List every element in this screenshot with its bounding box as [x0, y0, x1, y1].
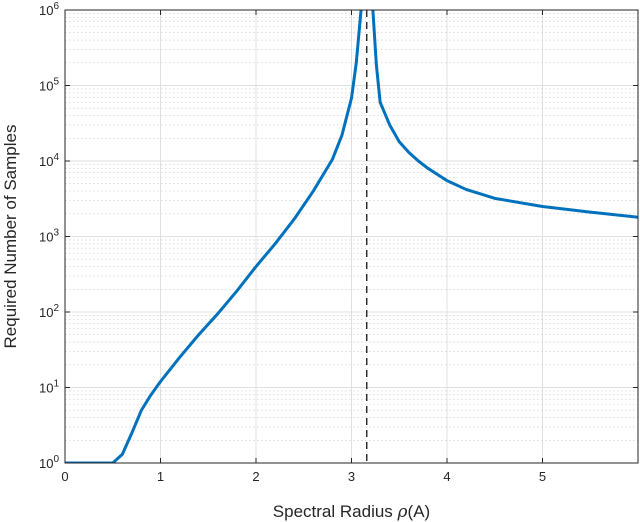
y-tick-label: 100 [39, 454, 59, 471]
x-axis-label: Spectral Radius ρ(A) [273, 502, 430, 522]
x-axis-label-symbol: ρ [397, 502, 408, 522]
x-axis-ticks: 0 1 2 3 4 5 [61, 10, 546, 484]
y-tick-label: 102 [39, 303, 59, 320]
y-tick-label: 105 [39, 77, 59, 94]
y-tick-label-base: 10 [39, 79, 53, 94]
x-tick-label: 4 [443, 469, 450, 484]
y-tick-label-base: 10 [39, 456, 53, 471]
y-tick-label-exponent: 2 [53, 303, 59, 314]
y-tick-label-base: 10 [39, 381, 53, 396]
y-tick-label-base: 10 [39, 305, 53, 320]
x-tick-label: 2 [252, 469, 259, 484]
y-tick-label: 106 [39, 1, 59, 18]
y-tick-label-exponent: 6 [53, 1, 59, 12]
y-tick-label-base: 10 [39, 230, 53, 245]
y-tick-label-exponent: 5 [53, 77, 59, 88]
y-tick-label-exponent: 4 [53, 152, 59, 163]
y-tick-label: 104 [39, 152, 59, 169]
y-tick-label-exponent: 3 [53, 228, 59, 239]
x-tick-label: 0 [61, 469, 68, 484]
y-tick-label-exponent: 1 [53, 379, 59, 390]
y-tick-label-exponent: 0 [53, 454, 59, 465]
y-tick-label: 103 [39, 228, 59, 245]
y-tick-label-base: 10 [39, 3, 53, 18]
x-tick-label: 5 [539, 469, 546, 484]
series-layer [65, 10, 638, 463]
series-line-0 [65, 10, 638, 463]
y-axis-label: Required Number of Samples [1, 125, 20, 349]
x-tick-label: 1 [157, 469, 164, 484]
x-tick-label: 3 [348, 469, 355, 484]
x-axis-label-prefix: Spectral Radius [273, 502, 398, 521]
y-tick-label: 101 [39, 379, 59, 396]
x-axis-label-suffix: (A) [408, 502, 431, 521]
y-tick-label-base: 10 [39, 154, 53, 169]
